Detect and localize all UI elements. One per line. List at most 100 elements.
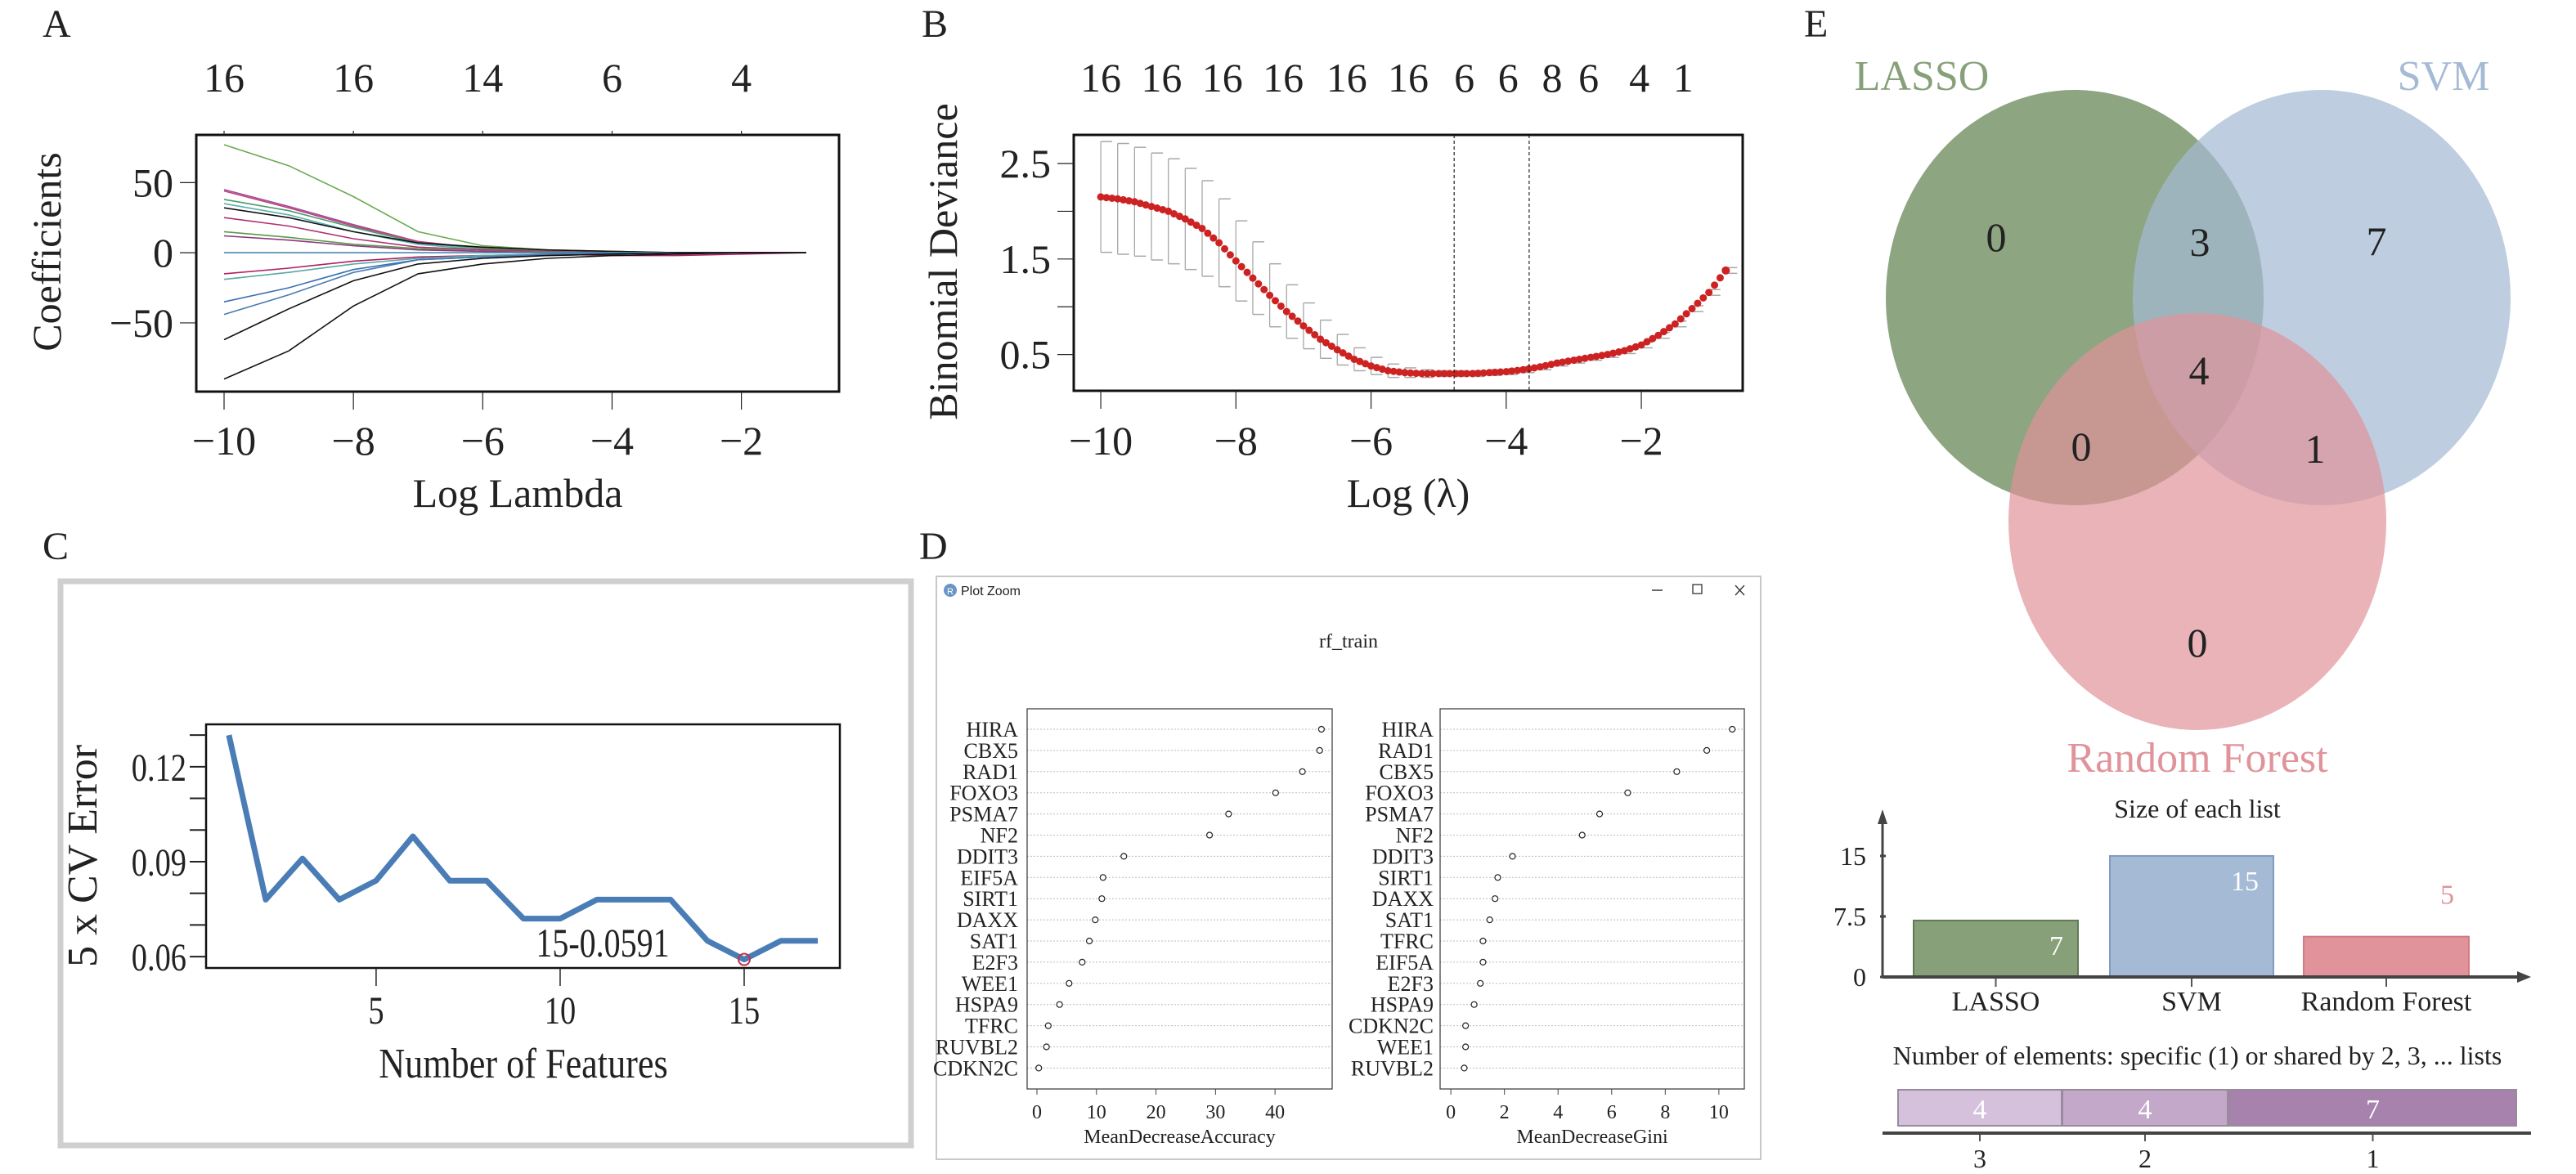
deviance-point — [1209, 234, 1218, 242]
plot-frame — [195, 133, 841, 393]
y-axis-arrow — [1878, 809, 1887, 824]
deviance-point — [1124, 197, 1133, 205]
top-axis-label: 6 — [1498, 55, 1519, 101]
x-tick-label: 10 — [1087, 1102, 1106, 1123]
deviance-point — [1474, 370, 1482, 378]
deviance-point — [1423, 370, 1431, 378]
deviance-point — [1468, 370, 1476, 378]
importance-point — [1470, 1001, 1478, 1008]
x-axis-arrow — [2517, 971, 2531, 983]
deviance-point — [1440, 370, 1448, 378]
close-icon[interactable] — [1735, 585, 1745, 596]
gene-label: NF2 — [981, 824, 1018, 848]
x-tick-label: −4 — [590, 418, 634, 464]
shared-bar-category: 1 — [2367, 1144, 2380, 1173]
x-tick-label: 6 — [1607, 1102, 1617, 1123]
importance-point — [1486, 916, 1493, 924]
panel-e-venn: LASSO SVM Random Forest 0 3 7 4 0 1 0 — [1855, 53, 2511, 782]
venn-circle-random-forest — [2008, 313, 2386, 730]
size-bar-value: 7 — [2049, 931, 2063, 961]
importance-point — [1462, 1022, 1470, 1029]
deviance-point — [1575, 355, 1583, 363]
top-axis-label: 16 — [1080, 55, 1121, 101]
deviance-point — [1339, 349, 1347, 357]
deviance-point — [1232, 257, 1240, 265]
deviance-point — [1333, 346, 1341, 354]
gene-label: DDIT3 — [1372, 845, 1434, 868]
x-tick-label: 10 — [545, 989, 576, 1033]
deviance-point — [1327, 342, 1335, 350]
gene-label: FOXO3 — [1365, 782, 1434, 805]
size-chart-title: Size of each list — [2114, 794, 2281, 823]
deviance-point — [1665, 324, 1673, 332]
importance-point — [1099, 874, 1106, 881]
window-frame — [936, 576, 1761, 1160]
x-tick-label: 40 — [1265, 1102, 1285, 1123]
y-tick-label: 50 — [132, 159, 173, 205]
deviance-point — [1305, 326, 1313, 334]
gene-label: WEE1 — [1377, 1036, 1434, 1060]
shared-bar-category: 2 — [2138, 1144, 2152, 1173]
importance-point — [1225, 810, 1232, 818]
deviance-point — [1446, 370, 1454, 378]
panel-d-random-forest-importance: rf_trainHIRACBX5RAD1FOXO3PSMA7NF2DDIT3EI… — [933, 631, 1745, 1148]
deviance-point — [1356, 357, 1364, 365]
deviance-point — [1407, 369, 1415, 377]
y-tick-label: 0.5 — [1000, 332, 1052, 378]
deviance-point — [1536, 363, 1544, 371]
deviance-point — [1479, 369, 1488, 377]
x-tick-label: 10 — [1709, 1102, 1729, 1123]
importance-point — [1079, 958, 1086, 966]
deviance-point — [1586, 353, 1595, 361]
gene-label: PSMA7 — [949, 803, 1018, 827]
panel-b-binomial-deviance: −10 −8 −6 −4 −216 16 16 16 16 16 6 6 8 6 4 10.51.52.5Lo… — [920, 55, 1744, 516]
deviance-point — [1142, 201, 1150, 209]
x-tick-label: −10 — [1069, 418, 1133, 464]
deviance-point — [1249, 274, 1257, 282]
deviance-point — [1688, 305, 1696, 313]
venn-count-rf-only: 0 — [2188, 620, 2208, 665]
importance-point — [1479, 958, 1487, 966]
top-axis-label: 4 — [1629, 55, 1649, 101]
deviance-point — [1711, 281, 1719, 289]
deviance-point — [1344, 352, 1353, 361]
deviance-point — [1378, 365, 1386, 374]
deviance-point — [1401, 369, 1409, 377]
importance-point — [1317, 725, 1325, 733]
deviance-point — [1170, 210, 1178, 218]
deviance-point — [1294, 317, 1302, 325]
x-tick-label: 0 — [1032, 1102, 1042, 1123]
deviance-point — [1153, 204, 1161, 213]
size-bar-value: 15 — [2231, 867, 2259, 897]
y-tick-label: 2.5 — [1000, 141, 1052, 186]
panel-label-b: B — [922, 2, 948, 46]
top-axis-label: 8 — [1542, 55, 1562, 101]
gene-label: SIRT1 — [1378, 866, 1434, 889]
importance-point — [1673, 768, 1681, 775]
deviance-point — [1243, 268, 1251, 276]
plot-frame — [204, 723, 841, 970]
coef-path-15 — [223, 252, 806, 380]
importance-point — [1043, 1043, 1050, 1051]
gene-label: RAD1 — [1378, 739, 1434, 763]
importance-point — [1461, 1064, 1468, 1072]
shared-chart-title: Number of elements: specific (1) or shar… — [1893, 1041, 2502, 1070]
x-axis-title: Log (λ) — [1347, 470, 1470, 516]
top-axis-label: 6 — [1454, 55, 1474, 101]
panel-e-list-sizes: Size of each list 7 LASSO 15 SVM 5 Random Fore… — [1833, 794, 2531, 1173]
deviance-point — [1631, 343, 1640, 351]
deviance-point — [1485, 369, 1493, 377]
chart-title: rf_train — [1319, 631, 1378, 652]
deviance-point — [1721, 266, 1730, 275]
importance-point — [1299, 768, 1306, 775]
gene-label: HIRA — [966, 718, 1018, 742]
importance-point — [1477, 979, 1484, 987]
top-axis-label: 16 — [1202, 55, 1243, 101]
y-tick-label: 1.5 — [1000, 236, 1052, 282]
gene-label: SIRT1 — [963, 887, 1018, 911]
x-tick-label: 0 — [1446, 1102, 1456, 1123]
deviance-point — [1418, 370, 1426, 378]
y-tick-label: 0 — [1853, 962, 1866, 992]
panel-label-e: E — [1804, 2, 1828, 46]
maximize-icon[interactable] — [1692, 584, 1703, 594]
